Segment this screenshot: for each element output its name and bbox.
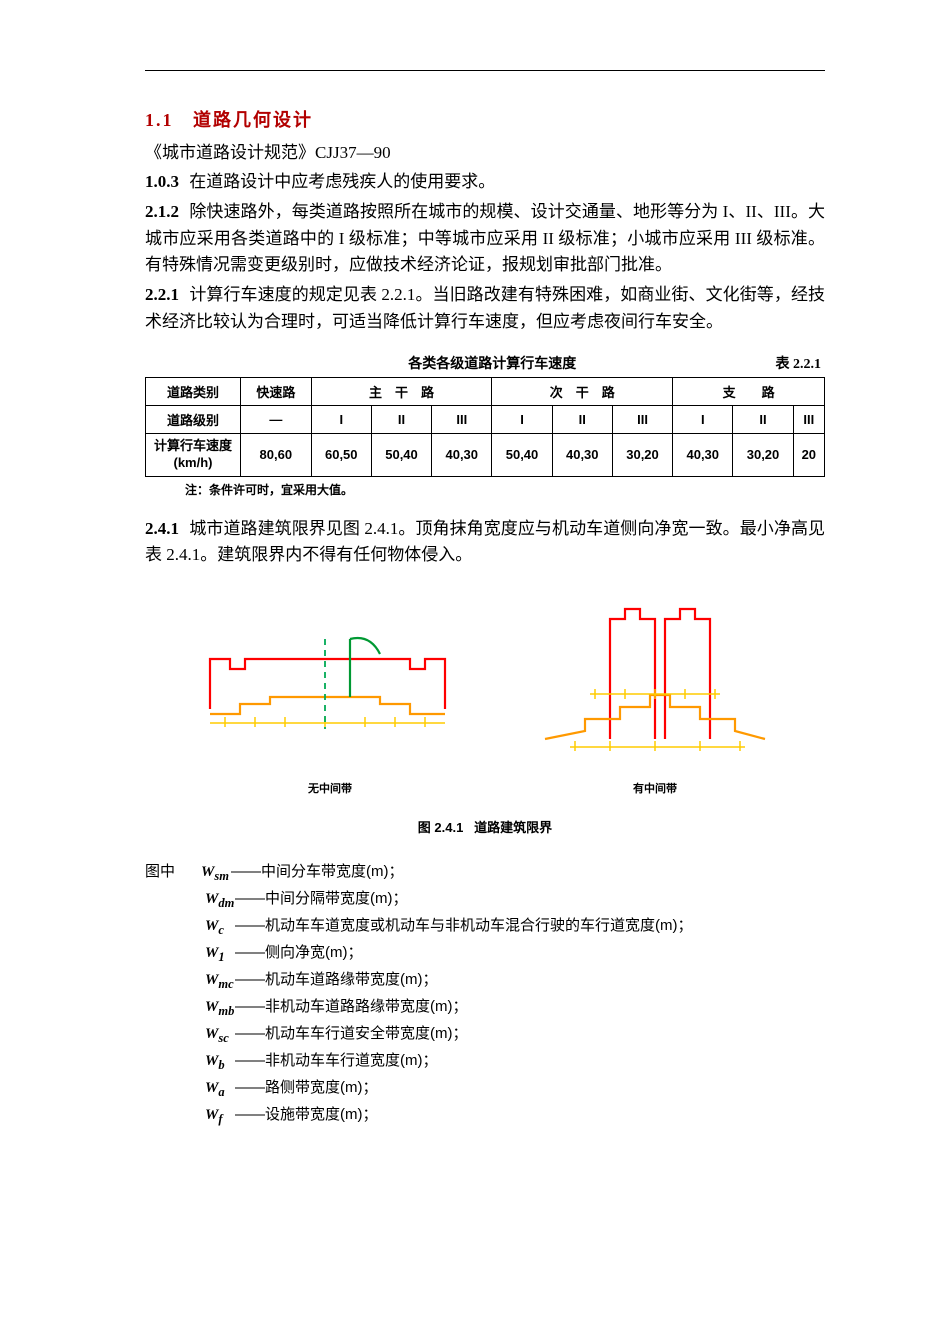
figure-caption-prefix: 图 2.4.1 — [418, 820, 464, 835]
legend-symbol: Wb — [205, 1053, 235, 1073]
clause-number: 2.2.1 — [145, 285, 179, 304]
clause-text: 在道路设计中应考虑残疾人的使用要求。 — [189, 172, 495, 191]
legend-row: Wc——机动车车道宽度或机动车与非机动车混合行驶的车行道宽度(m)； — [145, 914, 825, 938]
legend-row: Wdm——中间分隔带宽度(m)； — [145, 887, 825, 911]
section-title-text: 道路几何设计 — [193, 110, 313, 130]
document-page: 1.1 道路几何设计 《城市道路设计规范》CJJ37—90 1.0.3 在道路设… — [0, 0, 945, 1190]
clearance-diagram-with-median-icon — [540, 599, 770, 769]
clause-text: 计算行车速度的规定见表 2.2.1。当旧路改建有特殊困难，如商业街、文化街等，经… — [145, 285, 825, 330]
section-heading: 1.1 道路几何设计 — [145, 106, 825, 132]
figure-legend: 图中 Wsm——中间分车带宽度(m)； Wdm——中间分隔带宽度(m)；Wc——… — [145, 860, 825, 1127]
table-number: 表 2.2.1 — [776, 353, 822, 373]
legend-symbol: Wsm — [201, 864, 231, 884]
legend-row: Wmc——机动车道路缘带宽度(m)； — [145, 968, 825, 992]
clause-number: 2.1.2 — [145, 202, 179, 221]
table-title-row: 各类各级道路计算行车速度 表 2.2.1 — [145, 353, 825, 377]
legend-symbol: Wc — [205, 918, 235, 938]
legend-symbol: Wf — [205, 1107, 235, 1127]
speed-table: 道路类别快速路主 干 路次 干 路支 路道路级别—IIIIIIIIIIIIIII… — [145, 377, 825, 477]
clause-2-1-2: 2.1.2 除快速路外，每类道路按照所在城市的规模、设计交通量、地形等分为 I、… — [145, 199, 825, 278]
clause-number: 2.4.1 — [145, 519, 179, 538]
figure-left: 无中间带 — [200, 599, 460, 807]
figure-left-label: 无中间带 — [200, 780, 460, 796]
clause-2-4-1: 2.4.1 城市道路建筑限界见图 2.4.1。顶角抹角宽度应与机动车道侧向净宽一… — [145, 516, 825, 569]
clause-text: 城市道路建筑限界见图 2.4.1。顶角抹角宽度应与机动车道侧向净宽一致。最小净高… — [145, 519, 825, 564]
clause-text: 除快速路外，每类道路按照所在城市的规模、设计交通量、地形等分为 I、II、III… — [145, 202, 825, 274]
legend-symbol: W1 — [205, 945, 235, 965]
legend-row: Wa——路侧带宽度(m)； — [145, 1076, 825, 1100]
legend-symbol: Wa — [205, 1080, 235, 1100]
legend-symbol: Wsc — [205, 1026, 235, 1046]
legend-row: Wf——设施带宽度(m)； — [145, 1103, 825, 1127]
legend-row: W1——侧向净宽(m)； — [145, 941, 825, 965]
figure-caption: 图 2.4.1 道路建筑限界 — [145, 817, 825, 836]
legend-row: Wsc——机动车车行道安全带宽度(m)； — [145, 1022, 825, 1046]
legend-row: Wb——非机动车车行道宽度(m)； — [145, 1049, 825, 1073]
figure-caption-text: 道路建筑限界 — [474, 820, 552, 835]
top-rule — [145, 70, 825, 71]
table-2-2-1: 各类各级道路计算行车速度 表 2.2.1 道路类别快速路主 干 路次 干 路支 … — [145, 353, 825, 498]
legend-row: Wmb——非机动车道路路缘带宽度(m)； — [145, 995, 825, 1019]
spec-reference: 《城市道路设计规范》CJJ37—90 — [145, 138, 825, 163]
figure-right-label: 有中间带 — [540, 780, 770, 796]
section-number: 1.1 — [145, 110, 174, 130]
legend-symbol: Wmc — [205, 972, 235, 992]
table-note: 注：条件许可时，宜采用大值。 — [185, 481, 825, 498]
clause-2-2-1: 2.2.1 计算行车速度的规定见表 2.2.1。当旧路改建有特殊困难，如商业街、… — [145, 282, 825, 335]
figure-right: 有中间带 — [540, 599, 770, 807]
legend-symbol: Wmb — [205, 999, 235, 1019]
legend-lead: 图中 — [145, 860, 197, 881]
table-title: 各类各级道路计算行车速度 — [209, 353, 776, 373]
clause-number: 1.0.3 — [145, 172, 179, 191]
clause-1-0-3: 1.0.3 在道路设计中应考虑残疾人的使用要求。 — [145, 169, 825, 195]
clearance-diagram-no-median-icon — [200, 599, 460, 769]
legend-symbol: Wdm — [205, 891, 235, 911]
figure-2-4-1: 无中间带 有中间带 — [145, 599, 825, 807]
